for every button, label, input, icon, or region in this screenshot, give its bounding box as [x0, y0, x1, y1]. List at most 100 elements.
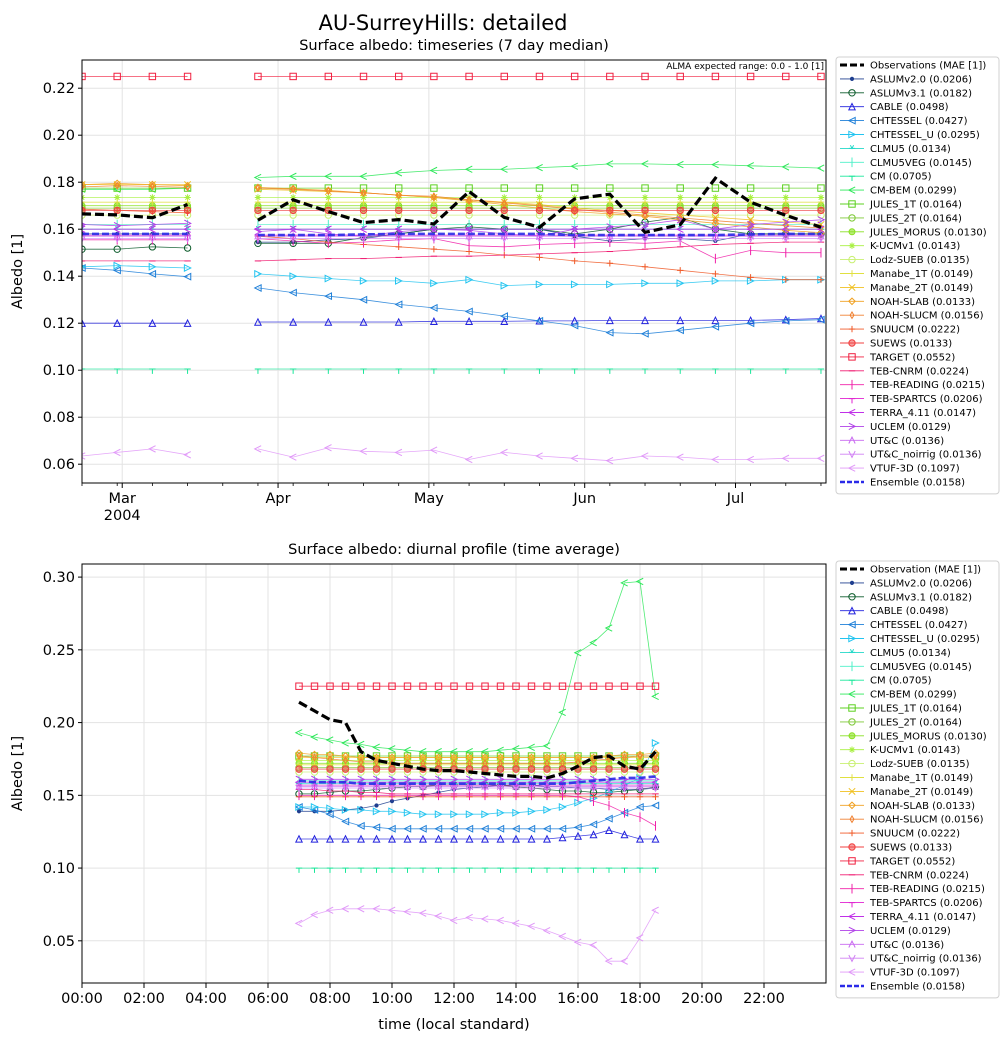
legend-marker	[848, 648, 856, 654]
data-point	[326, 784, 334, 793]
data-point	[148, 262, 157, 271]
data-point	[294, 729, 303, 737]
data-point	[711, 160, 719, 169]
legend-label: K-UCMv1 (0.0143)	[870, 241, 960, 252]
x-tick-label: 06:00	[247, 991, 289, 1007]
legend-label: CHTESSEL (0.0427)	[870, 116, 968, 127]
data-point	[395, 243, 402, 251]
legend-label: CLMU5VEG (0.0145)	[870, 158, 972, 169]
legend-marker	[849, 580, 855, 586]
data-point	[500, 206, 508, 215]
data-point	[782, 368, 789, 374]
data-point	[325, 198, 332, 206]
legend-marker	[848, 435, 856, 444]
data-point	[357, 682, 365, 690]
data-point	[289, 272, 298, 281]
data-point	[574, 682, 582, 690]
data-point	[573, 823, 582, 832]
x-tick-label: 12:00	[433, 991, 475, 1007]
legend-label: CHTESSEL (0.0427)	[870, 620, 968, 631]
data-point	[113, 235, 121, 243]
data-point	[816, 225, 825, 233]
legend-label: UT&C_noirrig (0.0136)	[870, 450, 982, 461]
legend-label: JULES_1T (0.0164)	[869, 200, 962, 211]
series-line	[257, 163, 822, 178]
data-point	[295, 765, 303, 773]
series-line	[299, 794, 656, 827]
legend-marker	[848, 175, 856, 181]
x-tick-label: Jun	[572, 491, 596, 507]
data-point	[652, 793, 659, 800]
data-point	[372, 784, 381, 793]
data-point	[481, 810, 490, 819]
data-point	[429, 166, 438, 175]
data-point	[113, 318, 122, 327]
data-point	[148, 72, 157, 81]
data-point	[512, 808, 521, 817]
legend-label: TERRA_4.11 (0.0147)	[869, 912, 976, 923]
data-point	[356, 905, 365, 913]
data-point	[574, 775, 583, 783]
data-point	[289, 206, 297, 215]
data-point	[148, 220, 157, 229]
data-point	[325, 736, 334, 744]
data-point	[782, 194, 789, 201]
data-point	[82, 225, 86, 233]
legend-label: SUEWS (0.0133)	[870, 843, 952, 854]
data-point	[527, 743, 535, 751]
data-point	[288, 288, 297, 297]
data-point	[359, 317, 368, 326]
data-point	[816, 164, 825, 172]
data-point	[606, 235, 614, 243]
data-point	[373, 757, 380, 767]
legend-item-clmu5: CLMU5 (0.0134)	[840, 144, 951, 155]
data-point	[559, 775, 567, 783]
legend-item-manabe-2t: Manabe_2T (0.0149)	[840, 787, 973, 798]
data-point	[112, 266, 121, 275]
data-point	[782, 198, 789, 206]
data-point	[388, 867, 396, 873]
legend-label: JULES_1T (0.0164)	[869, 704, 962, 715]
data-point	[675, 225, 684, 233]
data-point	[310, 682, 319, 690]
legend-label: UT&C (0.0136)	[870, 940, 944, 951]
data-point	[418, 748, 427, 756]
data-point	[184, 368, 191, 374]
data-point	[606, 194, 614, 201]
data-point	[295, 682, 303, 690]
y-tick-label: 0.25	[43, 643, 75, 659]
data-point	[403, 682, 412, 690]
data-point	[606, 198, 614, 206]
data-point	[606, 368, 614, 374]
legend-label: Manabe_1T (0.0149)	[870, 269, 973, 280]
data-point	[641, 220, 650, 229]
data-point	[435, 867, 442, 873]
data-point	[604, 624, 613, 632]
data-point	[184, 194, 191, 201]
legend-item-ensemble: Ensemble (0.0158)	[840, 982, 965, 993]
legend-label: ASLUMv2.0 (0.0206)	[870, 74, 972, 85]
data-point	[496, 824, 505, 833]
data-point	[357, 784, 365, 793]
legend-label: UCLEM (0.0129)	[870, 422, 951, 433]
data-point	[570, 184, 579, 192]
series-line	[82, 222, 188, 227]
legend-item-utandc-noirrig: UT&C_noirrig (0.0136)	[840, 450, 982, 461]
series-line	[257, 273, 821, 287]
data-point	[496, 784, 505, 793]
data-point	[481, 765, 489, 773]
data-point	[361, 188, 367, 197]
data-point	[535, 280, 544, 289]
data-point	[359, 235, 368, 243]
data-point	[373, 867, 380, 873]
legend-item-vtuf-3d: VTUF-3D (0.1097)	[840, 968, 960, 979]
data-point	[430, 206, 438, 215]
legend-item-aslumv3-1: ASLUMv3.1 (0.0182)	[840, 592, 972, 603]
data-point	[606, 280, 615, 289]
data-point	[465, 235, 473, 243]
legend-label: UCLEM (0.0129)	[870, 926, 951, 937]
data-point	[535, 163, 543, 172]
data-point	[450, 682, 458, 690]
data-point	[430, 184, 438, 192]
